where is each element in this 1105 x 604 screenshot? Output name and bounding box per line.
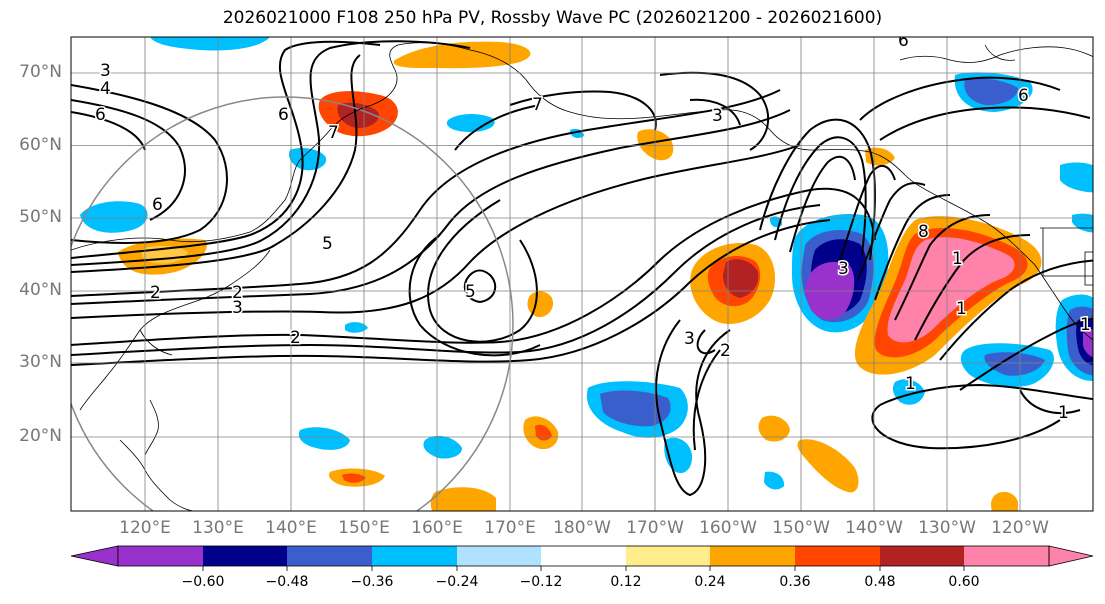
lat-label: 20°N xyxy=(19,426,62,446)
lat-label: 40°N xyxy=(19,280,62,300)
contour-label: 7 xyxy=(328,123,339,143)
contour-label: 2 xyxy=(232,283,243,303)
contour-label: 7 xyxy=(532,95,543,115)
colorbar-extend-high xyxy=(1048,545,1094,567)
contour-label: 2 xyxy=(720,341,731,361)
colorbar-bin xyxy=(287,546,372,566)
reference-circle xyxy=(71,96,514,511)
colorbar-bin xyxy=(710,546,795,566)
pv-anomaly-fills xyxy=(80,37,1093,511)
colorbar-bin xyxy=(541,546,626,566)
colorbar-bin xyxy=(880,546,964,566)
map-title: 2026021000 F108 250 hPa PV, Rossby Wave … xyxy=(222,8,883,28)
lon-label: 140°E xyxy=(265,518,317,538)
lat-label: 30°N xyxy=(19,352,62,372)
colorbar-tick-label: 0.12 xyxy=(610,574,642,590)
lon-label: 140°W xyxy=(845,518,903,538)
lat-label: 60°N xyxy=(19,135,62,155)
lon-label: 130°E xyxy=(192,518,244,538)
lon-label: 150°W xyxy=(772,518,830,538)
lon-label: 150°E xyxy=(338,518,390,538)
lon-label: 120°E xyxy=(119,518,171,538)
lat-label: 50°N xyxy=(19,207,62,227)
contour-label: 2 xyxy=(150,283,161,303)
coastlines xyxy=(71,42,1093,511)
lon-label: 170°E xyxy=(484,518,536,538)
contour-label: 1 xyxy=(1080,315,1091,335)
lon-label: 160°W xyxy=(699,518,757,538)
colorbar-bin xyxy=(964,546,1049,566)
colorbar-bin xyxy=(626,546,710,566)
contour-label: 6 xyxy=(95,105,106,125)
colorbar-bin xyxy=(795,546,880,566)
colorbar-frame xyxy=(117,545,1050,567)
colorbar-tick-label: −0.48 xyxy=(265,574,309,590)
contour-label: 5 xyxy=(465,282,476,302)
contour-label: 6 xyxy=(1018,86,1029,106)
colorbar-bin xyxy=(457,546,541,566)
contour-label: 6 xyxy=(152,195,163,215)
contour-label: 5 xyxy=(322,234,333,254)
colorbar-tick-label: 0.24 xyxy=(694,574,726,590)
contour-label: 6 xyxy=(278,105,289,125)
colorbar-extend-low xyxy=(70,545,119,567)
lat-lon-grid xyxy=(71,37,1093,511)
lon-label: 120°W xyxy=(991,518,1049,538)
lat-label: 70°N xyxy=(19,62,62,82)
contour-label: 3 xyxy=(712,106,723,126)
lon-label: 170°W xyxy=(626,518,684,538)
lon-label: 180°W xyxy=(553,518,611,538)
colorbar-tick-label: −0.36 xyxy=(350,574,394,590)
contour-label: 3 xyxy=(838,259,849,279)
contour-label: 1 xyxy=(956,299,967,319)
map-frame xyxy=(70,36,1094,512)
colorbar-bin xyxy=(372,546,457,566)
colorbar-tick-label: 0.36 xyxy=(779,574,811,590)
contour-label: 4 xyxy=(100,79,111,99)
contour-label: 1 xyxy=(1058,403,1069,423)
contour-label: 2 xyxy=(290,328,301,348)
contour-label: 3 xyxy=(100,61,111,81)
contour-labels: 3 4 6 6 6 7 7 3 6 6 5 2 3 2 2 5 3 2 3 8 … xyxy=(94,31,1093,425)
colorbar-tick-label: 0.60 xyxy=(948,574,980,590)
contour-label: 8 xyxy=(918,222,929,242)
contour-label: 6 xyxy=(898,31,909,51)
colorbar-tick-label: −0.12 xyxy=(519,574,563,590)
colorbar xyxy=(70,545,1094,571)
contour-label: 3 xyxy=(684,329,695,349)
colorbar-tick-label: −0.24 xyxy=(435,574,479,590)
lon-label: 160°E xyxy=(411,518,463,538)
lon-label: 130°W xyxy=(918,518,976,538)
colorbar-bin xyxy=(203,546,287,566)
colorbar-tick-label: −0.60 xyxy=(181,574,225,590)
contour-label: 1 xyxy=(952,249,963,269)
contour-label: 1 xyxy=(905,374,916,394)
contour-label: 3 xyxy=(232,298,243,318)
colorbar-tick-label: 0.48 xyxy=(864,574,896,590)
colorbar-bin xyxy=(118,546,203,566)
